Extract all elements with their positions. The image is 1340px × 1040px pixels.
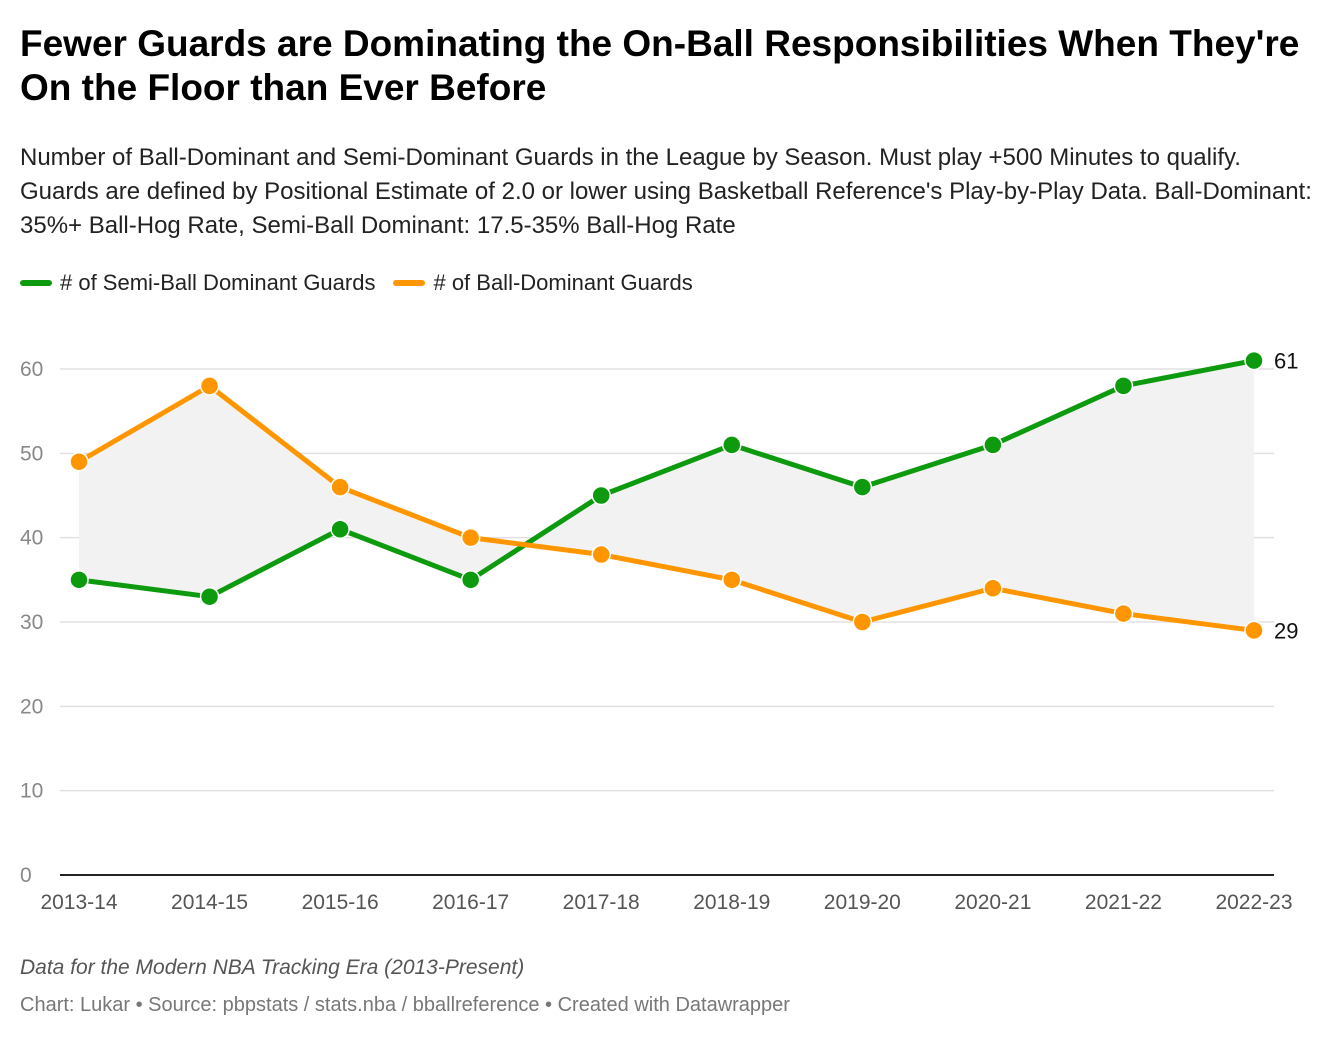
chart-title: Fewer Guards are Dominating the On-Ball … [20, 23, 1300, 108]
y-tick-label: 10 [20, 780, 43, 803]
series-points [69, 350, 1264, 641]
legend-item-ball-dominant: # of Ball-Dominant Guards [393, 270, 693, 296]
area-between-series [79, 360, 1254, 631]
data-point [1244, 620, 1264, 641]
end-value-label: 29 [1274, 618, 1298, 643]
y-tick-label: 0 [20, 864, 32, 887]
end-labels: 61 29 [1274, 349, 1298, 644]
legend-label-ball: # of Ball-Dominant Guards [433, 270, 693, 295]
data-point [983, 435, 1003, 455]
y-tick-label: 30 [20, 611, 43, 634]
data-point [330, 477, 350, 497]
chart-credit: Chart: Lukar • Source: pbpstats / stats.… [20, 994, 790, 1016]
data-point [199, 376, 220, 396]
data-point [852, 477, 873, 497]
x-tick-label: 2013-14 [40, 891, 117, 914]
chart-subtitle: Number of Ball-Dominant and Semi-Dominan… [20, 144, 1312, 239]
legend-item-semi-ball-dominant: # of Semi-Ball Dominant Guards [20, 270, 375, 296]
x-tick-label: 2021-22 [1085, 891, 1162, 914]
data-point [1113, 376, 1134, 396]
data-point [852, 612, 873, 632]
line-chart: 0 10 20 30 40 50 60 2013-14 2014-15 2015-16 2016-… [20, 349, 1298, 914]
x-tick-label: 2020-21 [954, 891, 1031, 914]
x-tick-label: 2019-20 [824, 891, 901, 914]
data-point [591, 544, 611, 565]
x-tick-label: 2018-19 [693, 891, 770, 914]
data-point [722, 435, 742, 455]
y-axis-ticks: 0 10 20 30 40 50 60 [20, 358, 43, 887]
chart-notes: Data for the Modern NBA Tracking Era (20… [20, 956, 525, 979]
data-point [722, 570, 742, 590]
legend-swatch-semi [20, 280, 52, 286]
series-line-1 [76, 383, 1257, 633]
series-lines [76, 358, 1257, 633]
series-line-0 [76, 358, 1257, 600]
x-tick-label: 2015-16 [302, 891, 379, 914]
data-point [460, 570, 481, 590]
legend-swatch-ball [393, 280, 426, 286]
x-axis-ticks: 2013-14 2014-15 2015-16 2016-17 2017-18 2018-… [40, 891, 1292, 914]
y-tick-label: 60 [20, 358, 43, 381]
chart-legend: # of Semi-Ball Dominant Guards # of Ball… [20, 270, 693, 296]
data-point [69, 570, 89, 590]
y-tick-label: 40 [20, 527, 43, 550]
data-point [1113, 603, 1134, 624]
y-tick-label: 50 [20, 442, 43, 465]
x-tick-label: 2022-23 [1215, 891, 1292, 914]
legend-label-semi: # of Semi-Ball Dominant Guards [60, 270, 376, 295]
x-tick-label: 2017-18 [563, 891, 640, 914]
data-point [199, 586, 220, 607]
data-point [69, 452, 89, 472]
y-tick-label: 20 [20, 695, 43, 718]
x-tick-label: 2016-17 [432, 891, 509, 914]
end-value-label: 61 [1274, 349, 1298, 374]
data-point [983, 578, 1003, 599]
data-point [460, 527, 481, 548]
x-tick-label: 2014-15 [171, 891, 248, 914]
data-point [330, 519, 350, 539]
data-point [1244, 350, 1264, 371]
data-point [591, 485, 611, 506]
